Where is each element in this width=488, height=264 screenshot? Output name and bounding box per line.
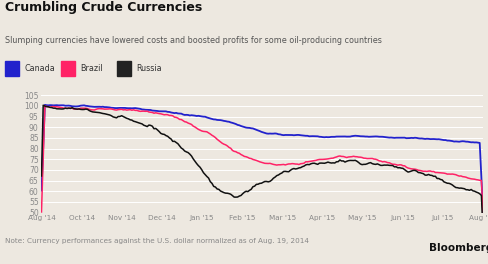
Text: Crumbling Crude Currencies: Crumbling Crude Currencies xyxy=(5,1,202,14)
Text: Note: Currency performances against the U.S. dollar normalized as of Aug. 19, 20: Note: Currency performances against the … xyxy=(5,238,309,244)
Text: Canada: Canada xyxy=(24,64,55,73)
Text: Russia: Russia xyxy=(137,64,163,73)
Text: Bloomberg: Bloomberg xyxy=(429,243,488,253)
Text: Brazil: Brazil xyxy=(81,64,103,73)
Text: Slumping currencies have lowered costs and boosted profits for some oil-producin: Slumping currencies have lowered costs a… xyxy=(5,36,382,45)
